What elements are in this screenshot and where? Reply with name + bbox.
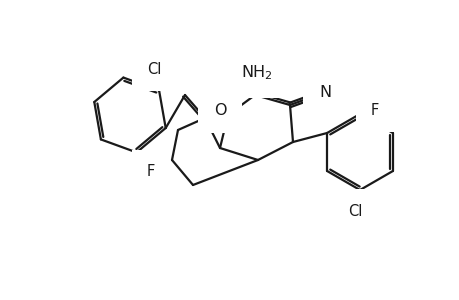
Text: F: F [370, 103, 378, 118]
Text: O: O [213, 103, 226, 118]
Text: Cl: Cl [347, 204, 361, 219]
Text: F: F [146, 164, 154, 179]
Text: NH$_2$: NH$_2$ [241, 64, 272, 83]
Text: Cl: Cl [146, 61, 161, 76]
Text: N: N [319, 85, 330, 100]
